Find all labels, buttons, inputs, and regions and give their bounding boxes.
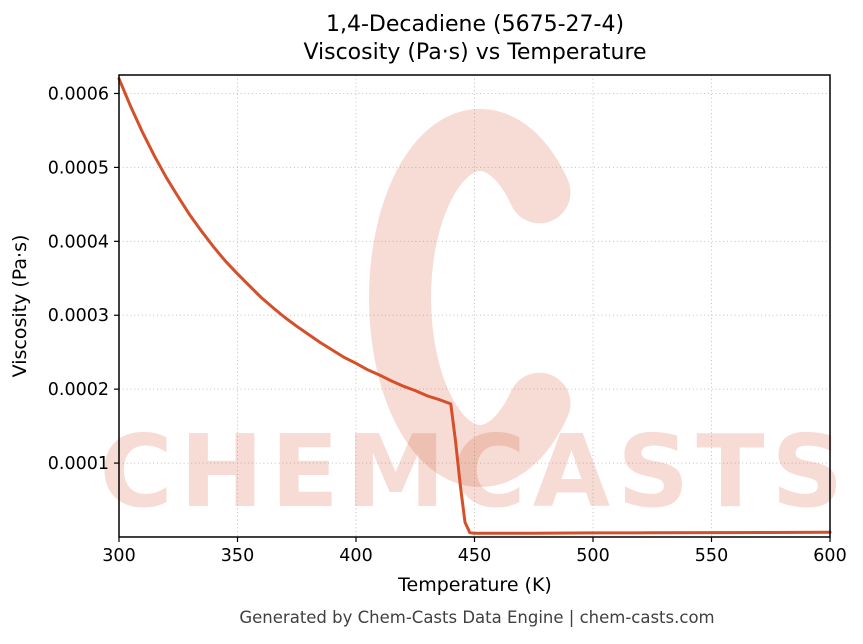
- x-tick-label: 350: [221, 546, 254, 566]
- y-tick-label: 0.0001: [48, 454, 109, 474]
- y-tick-label: 0.0004: [48, 232, 109, 252]
- axes-layer: 300 350 400 450 500 550 600 0.0001 0.0002 0.0003 0…: [48, 74, 847, 566]
- watermark-text: CHEMCASTS: [100, 413, 851, 530]
- chart-subtitle: Viscosity (Pa·s) vs Temperature: [303, 40, 646, 65]
- x-tick-label: 300: [102, 546, 135, 566]
- x-axis-label: Temperature (K): [397, 574, 552, 596]
- y-tick-label: 0.0002: [48, 380, 109, 400]
- chart-title: 1,4-Decadiene (5675-27-4): [326, 12, 624, 37]
- y-axis-label: Viscosity (Pa·s): [9, 235, 31, 378]
- y-tick-label: 0.0005: [48, 158, 109, 178]
- x-tick-label: 600: [813, 546, 846, 566]
- y-tick-label: 0.0003: [48, 306, 109, 326]
- x-tick-label: 550: [695, 546, 728, 566]
- y-tick-label: 0.0006: [48, 84, 109, 104]
- x-tick-label: 500: [576, 546, 609, 566]
- footer-caption: Generated by Chem-Casts Data Engine | ch…: [239, 608, 714, 627]
- viscosity-curve: [117, 77, 832, 535]
- x-tick-label: 400: [339, 546, 372, 566]
- chemcasts-logo-icon: [369, 109, 571, 487]
- watermark-layer: CHEMCASTS: [100, 109, 851, 530]
- x-tick-label: 450: [458, 546, 491, 566]
